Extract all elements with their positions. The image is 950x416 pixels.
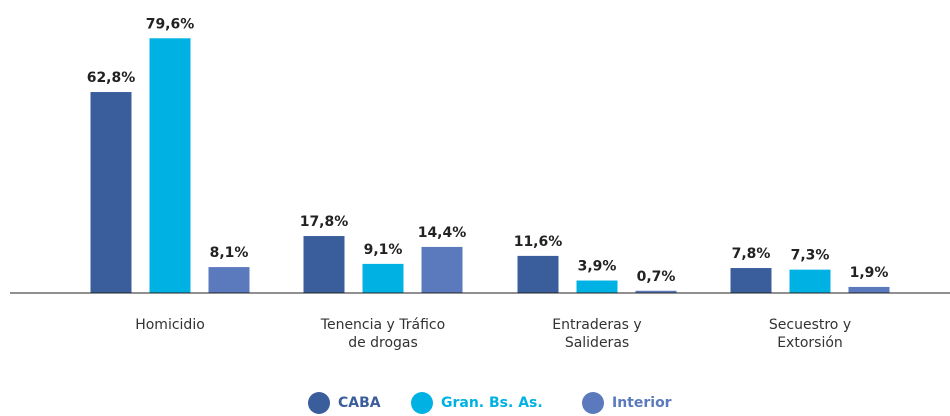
value-label: 17,8% — [300, 214, 349, 230]
value-label: 0,7% — [637, 269, 676, 285]
bar — [149, 38, 191, 293]
bar — [362, 263, 404, 293]
x-tick-label: Tenencia y Tráfico de drogas — [320, 317, 446, 351]
value-label: 79,6% — [146, 16, 195, 32]
legend-swatch — [411, 392, 433, 414]
bar — [208, 267, 250, 293]
legend-label: Interior — [612, 395, 672, 411]
bar — [303, 236, 345, 293]
legend-item: Gran. Bs. As. — [411, 392, 543, 414]
bar — [730, 268, 772, 293]
value-label: 14,4% — [418, 225, 467, 241]
bar — [90, 92, 132, 293]
value-label: 7,8% — [732, 246, 771, 262]
bar — [635, 290, 677, 293]
bar — [789, 269, 831, 293]
bar — [576, 280, 618, 293]
legend-item: Interior — [582, 392, 672, 414]
bar — [517, 255, 559, 293]
x-tick-label: Entraderas y Salideras — [552, 317, 642, 351]
value-label: 9,1% — [364, 242, 403, 258]
value-label: 7,3% — [791, 248, 830, 264]
bar — [421, 246, 463, 293]
value-label: 11,6% — [514, 234, 563, 250]
legend-item: CABA — [308, 392, 381, 414]
legend-swatch — [582, 392, 604, 414]
legend-label: Gran. Bs. As. — [441, 395, 543, 411]
x-tick-label: Secuestro y Extorsión — [768, 317, 852, 351]
bar — [848, 286, 890, 293]
value-label: 62,8% — [87, 70, 136, 86]
value-label: 1,9% — [850, 265, 889, 281]
legend-swatch — [308, 392, 330, 414]
value-label: 3,9% — [578, 259, 617, 275]
value-label: 8,1% — [210, 245, 249, 261]
x-tick-label: Homicidio — [135, 317, 205, 333]
legend-label: CABA — [338, 395, 381, 411]
